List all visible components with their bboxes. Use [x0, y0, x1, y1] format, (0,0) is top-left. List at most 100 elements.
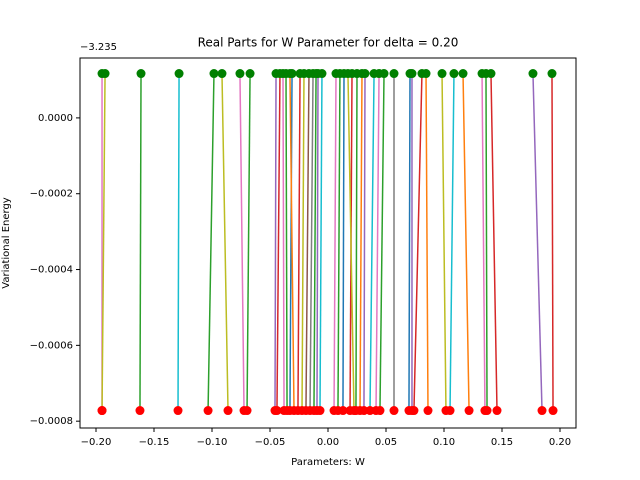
series-line: [239, 73, 245, 411]
point: [174, 69, 184, 79]
y-tick-label: −0.0006: [30, 340, 73, 351]
point: [223, 406, 233, 416]
series-line: [139, 73, 142, 411]
point: [209, 69, 219, 79]
point: [245, 69, 255, 79]
series-line: [490, 73, 498, 411]
point: [173, 406, 183, 416]
point: [458, 69, 468, 79]
series-line: [333, 73, 337, 411]
series-line: [207, 73, 215, 411]
point: [338, 406, 348, 416]
point: [379, 69, 389, 79]
point: [528, 69, 538, 79]
point: [97, 406, 107, 416]
axes-frame: [79, 57, 577, 429]
series-line: [221, 73, 229, 411]
point: [135, 406, 145, 416]
series-line: [355, 73, 358, 411]
series-line: [337, 73, 341, 411]
point: [449, 69, 459, 79]
y-tick-label: 0.0000: [38, 113, 73, 124]
point: [389, 69, 399, 79]
point: [409, 406, 419, 416]
point: [217, 69, 227, 79]
series-line: [301, 73, 305, 411]
x-tick-label: 0.15: [491, 437, 513, 448]
point: [100, 69, 110, 79]
series-line: [289, 73, 293, 411]
point: [242, 406, 252, 416]
series-line: [177, 73, 180, 411]
series-line: [375, 73, 380, 411]
point: [482, 406, 492, 416]
series-line: [413, 73, 423, 411]
series-line: [101, 73, 106, 411]
point: [486, 69, 496, 79]
series-line: [319, 73, 323, 411]
series-line: [551, 73, 554, 411]
series-line: [449, 73, 455, 411]
point: [437, 69, 447, 79]
series-line: [359, 73, 363, 411]
series-line: [347, 73, 355, 411]
series-line: [369, 73, 375, 411]
x-tick-label: −0.10: [197, 437, 228, 448]
y-offset: −3.235: [80, 42, 117, 53]
point: [548, 406, 558, 416]
point: [537, 406, 547, 416]
point: [272, 406, 282, 416]
y-tick-label: −0.0004: [30, 265, 73, 276]
point: [375, 406, 385, 416]
point: [136, 69, 146, 79]
series-line: [425, 73, 429, 411]
series-line: [285, 73, 288, 411]
x-axis-label: Parameters: W: [291, 457, 365, 468]
series-line: [309, 73, 314, 411]
series-line: [246, 73, 251, 411]
point: [317, 69, 327, 79]
y-axis-label: Variational Energy: [1, 197, 12, 289]
point: [464, 406, 474, 416]
series-line: [297, 73, 301, 411]
series-line: [379, 73, 385, 411]
series-line: [441, 73, 447, 411]
y-tick-label: −0.0002: [30, 189, 73, 200]
series-line: [316, 73, 319, 411]
x-tick-label: −0.05: [255, 437, 286, 448]
point: [445, 406, 455, 416]
series-line: [462, 73, 470, 411]
point: [315, 406, 325, 416]
series-line: [363, 73, 366, 411]
point: [547, 69, 557, 79]
x-tick-label: 0.20: [549, 437, 571, 448]
point: [285, 69, 295, 79]
series-line: [408, 73, 411, 411]
x-tick-label: −0.15: [139, 437, 170, 448]
point: [360, 69, 370, 79]
series-line: [532, 73, 543, 411]
x-tick-label: 0.05: [375, 437, 397, 448]
series-line: [274, 73, 277, 411]
point: [343, 69, 353, 79]
point: [423, 406, 433, 416]
point: [407, 69, 417, 79]
point: [389, 406, 399, 416]
series-line: [282, 73, 285, 411]
point: [203, 406, 213, 416]
y-tick-label: −0.0008: [30, 416, 73, 427]
point: [492, 406, 502, 416]
series-line: [481, 73, 486, 411]
series-line: [289, 73, 295, 411]
chart-title: Real Parts for W Parameter for delta = 0…: [198, 36, 459, 50]
x-tick-label: 0.00: [317, 437, 339, 448]
point: [421, 69, 431, 79]
x-tick-label: 0.10: [433, 437, 455, 448]
series-line: [485, 73, 488, 411]
series-line: [313, 73, 317, 411]
series-line: [342, 73, 345, 411]
series-line: [305, 73, 310, 411]
x-tick-label: −0.20: [81, 437, 112, 448]
point: [235, 69, 245, 79]
